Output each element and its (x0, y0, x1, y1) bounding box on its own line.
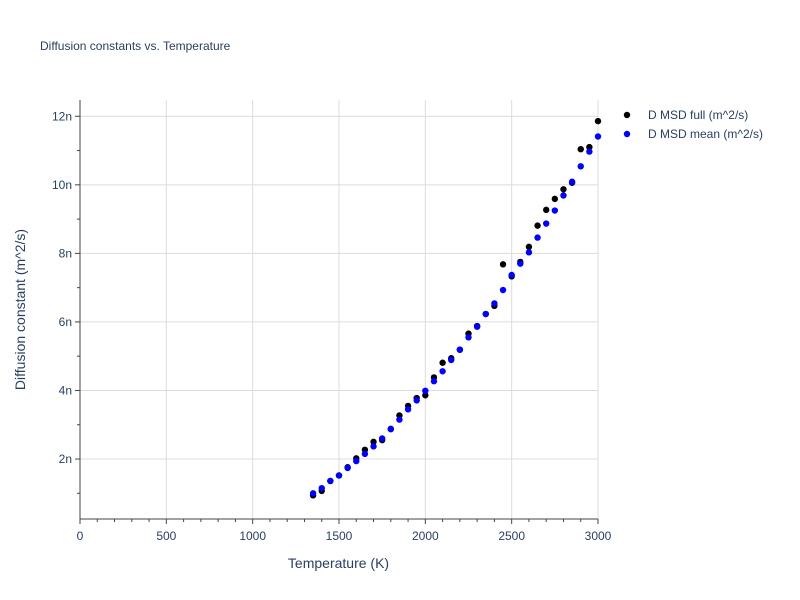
data-point-msd-full[interactable] (534, 222, 541, 229)
data-point-msd-full[interactable] (551, 195, 559, 203)
data-point-msd-mean[interactable] (499, 286, 507, 294)
data-point-msd-mean[interactable] (378, 435, 386, 442)
data-point-msd-mean[interactable] (577, 163, 584, 170)
data-point-msd-mean[interactable] (534, 234, 541, 241)
data-point-msd-mean[interactable] (491, 300, 498, 307)
data-point-msd-mean[interactable] (551, 207, 559, 214)
y-tick-label: 4n (59, 383, 72, 397)
data-point-msd-mean[interactable] (387, 426, 394, 433)
y-axis-label: Diffusion constant (m^2/s) (12, 229, 28, 390)
x-tick-label: 1000 (239, 529, 266, 543)
data-point-msd-mean[interactable] (430, 378, 438, 385)
chart-title: Diffusion constants vs. Temperature (40, 39, 231, 53)
data-point-msd-full[interactable] (543, 206, 550, 214)
data-point-msd-mean[interactable] (422, 387, 429, 395)
legend-marker[interactable] (623, 111, 631, 119)
data-point-msd-mean[interactable] (465, 334, 472, 341)
data-point-msd-mean[interactable] (473, 323, 481, 330)
data-point-msd-full[interactable] (370, 438, 377, 446)
x-axis-label: Temperature (K) (288, 555, 389, 571)
data-point-msd-mean[interactable] (413, 397, 420, 404)
data-point-msd-mean[interactable] (439, 368, 446, 375)
data-point-msd-mean[interactable] (404, 406, 412, 413)
data-point-msd-mean[interactable] (482, 310, 489, 318)
data-point-msd-mean[interactable] (568, 178, 576, 185)
x-tick-label: 1500 (326, 529, 353, 543)
points-layer (309, 117, 602, 499)
data-point-msd-mean[interactable] (309, 490, 317, 497)
y-tick-label: 8n (59, 246, 72, 260)
legend-marker[interactable] (623, 130, 631, 138)
data-point-msd-full[interactable] (422, 392, 429, 399)
data-point-msd-mean[interactable] (517, 260, 524, 267)
data-point-msd-full[interactable] (499, 261, 507, 268)
data-point-msd-mean[interactable] (525, 249, 533, 256)
legend-label[interactable]: D MSD full (m^2/s) (648, 108, 748, 122)
y-tick-label: 10n (52, 178, 72, 192)
data-point-msd-full[interactable] (525, 243, 533, 251)
data-point-msd-mean[interactable] (361, 450, 369, 458)
legend[interactable]: D MSD full (m^2/s) D MSD mean (m^2/s) (623, 108, 763, 141)
x-tick-label: 2000 (412, 529, 439, 543)
data-point-msd-mean[interactable] (560, 192, 567, 199)
x-tick-label: 3000 (585, 529, 612, 543)
x-tick-label: 0 (77, 529, 84, 543)
data-point-msd-full[interactable] (586, 143, 593, 151)
x-tick-label: 500 (156, 529, 176, 543)
data-point-msd-mean[interactable] (594, 133, 602, 140)
data-point-msd-mean[interactable] (344, 464, 351, 472)
data-point-msd-full[interactable] (577, 145, 584, 153)
y-tick-label: 12n (52, 109, 72, 123)
data-point-msd-mean[interactable] (456, 346, 464, 353)
data-point-msd-mean[interactable] (396, 416, 403, 423)
data-point-msd-full[interactable] (439, 359, 446, 366)
data-point-msd-mean[interactable] (318, 484, 325, 492)
grid-layer (80, 100, 599, 519)
data-point-msd-mean[interactable] (335, 472, 343, 479)
data-point-msd-mean[interactable] (586, 148, 593, 155)
axis-layer: 0 500 1000 1500 2000 2500 3000 2n 4n 6n 8n 10n 12n (52, 100, 612, 543)
data-point-msd-full[interactable] (560, 186, 567, 193)
x-tick-label: 2500 (498, 529, 525, 543)
data-point-msd-mean[interactable] (448, 356, 455, 364)
data-point-msd-mean[interactable] (370, 443, 377, 450)
legend-label[interactable]: D MSD mean (m^2/s) (648, 127, 763, 141)
data-point-msd-mean[interactable] (508, 271, 515, 279)
data-point-msd-mean[interactable] (327, 477, 334, 485)
y-tick-label: 6n (59, 315, 72, 329)
data-point-msd-mean[interactable] (543, 220, 550, 227)
y-tick-label: 2n (59, 452, 72, 466)
data-point-msd-mean[interactable] (353, 457, 360, 465)
data-point-msd-full[interactable] (594, 117, 602, 125)
